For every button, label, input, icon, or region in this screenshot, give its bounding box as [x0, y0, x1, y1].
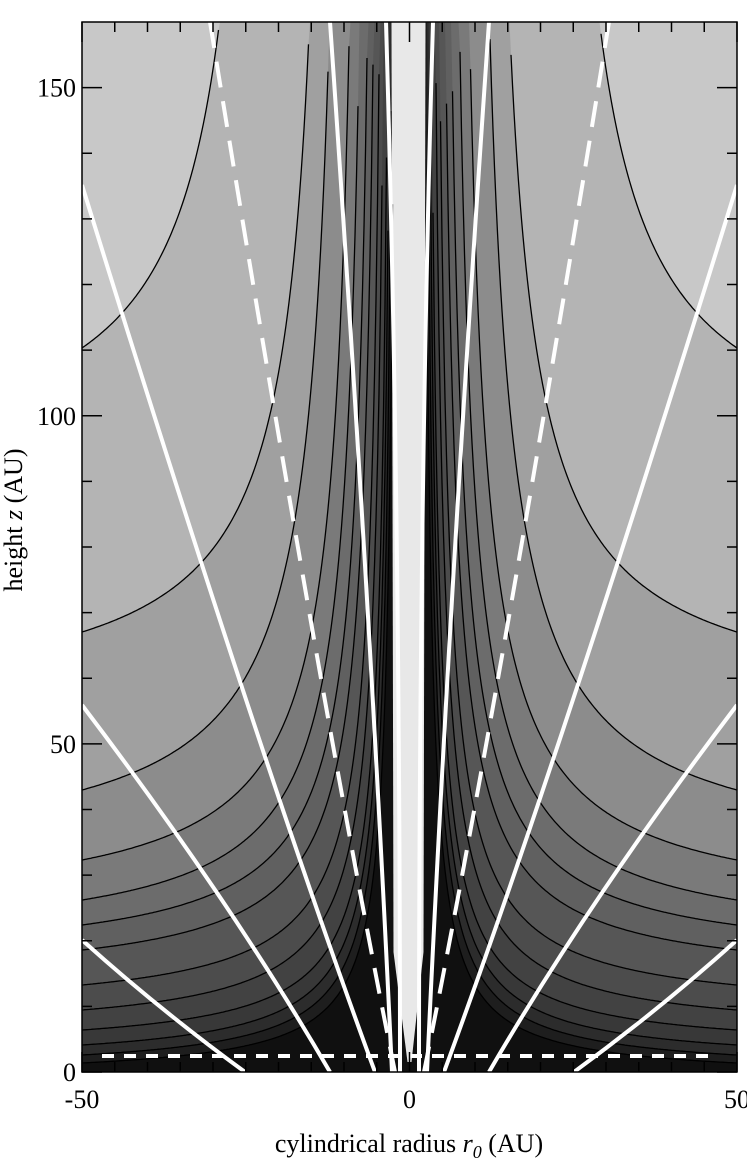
contour-line [510, 54, 738, 633]
contour-line [81, 44, 310, 633]
x-axis-label-subscript: 0 [473, 1142, 482, 1162]
contour-line [600, 33, 738, 349]
contour-line [81, 29, 220, 349]
x-tick-label: -50 [65, 1085, 100, 1114]
field-line [442, 184, 739, 1073]
dashed-field-line [422, 21, 611, 1073]
contour-lines [81, 29, 738, 1064]
contour-line [435, 83, 738, 1011]
contour-line [81, 106, 359, 901]
contour-line [81, 204, 394, 1064]
contour-line [81, 46, 350, 861]
contour-line [81, 57, 368, 926]
contour-line [459, 51, 738, 901]
y-axis-label-text: height [0, 520, 28, 592]
field-lines [80, 21, 739, 1074]
x-axis-label-text: cylindrical radius [275, 1129, 463, 1158]
contour-line [81, 74, 380, 986]
field-line [425, 21, 491, 1073]
y-tick-label: 50 [50, 730, 76, 759]
x-axis-label-unit: (AU) [482, 1129, 543, 1158]
contour-line [429, 102, 738, 1046]
y-axis-label-unit: (AU) [0, 449, 28, 510]
dashed-field-line [208, 21, 397, 1073]
x-axis-label-symbol: r [463, 1129, 474, 1158]
field-line [384, 21, 402, 1073]
contour-line [426, 273, 738, 1064]
y-axis-label: height z (AU) [0, 449, 28, 592]
field-line [417, 21, 435, 1073]
contour-line [81, 230, 389, 1046]
y-tick-label: 150 [37, 74, 76, 103]
y-tick-label: 100 [37, 402, 76, 431]
contour-line [81, 185, 383, 1011]
contour-line [81, 71, 329, 791]
y-tick-label: 0 [63, 1058, 76, 1087]
x-axis-label: cylindrical radius r0 (AU) [275, 1129, 543, 1162]
field-line [80, 703, 332, 1074]
field-line [80, 184, 377, 1073]
contour-line [451, 91, 738, 926]
contour-line [489, 39, 738, 791]
x-tick-label: 0 [403, 1085, 416, 1114]
y-axis-label-symbol: z [0, 510, 28, 521]
contour-line [432, 212, 738, 1031]
x-tick-label: 50 [724, 1085, 747, 1114]
contour-line [81, 157, 388, 1031]
contour-bands [82, 22, 737, 1072]
contour-line [439, 121, 738, 986]
field-line [80, 938, 247, 1074]
contour-line [469, 69, 738, 861]
contour-line [445, 103, 738, 951]
field-line [487, 703, 739, 1074]
contour-line [81, 64, 374, 951]
field-line [328, 21, 394, 1073]
